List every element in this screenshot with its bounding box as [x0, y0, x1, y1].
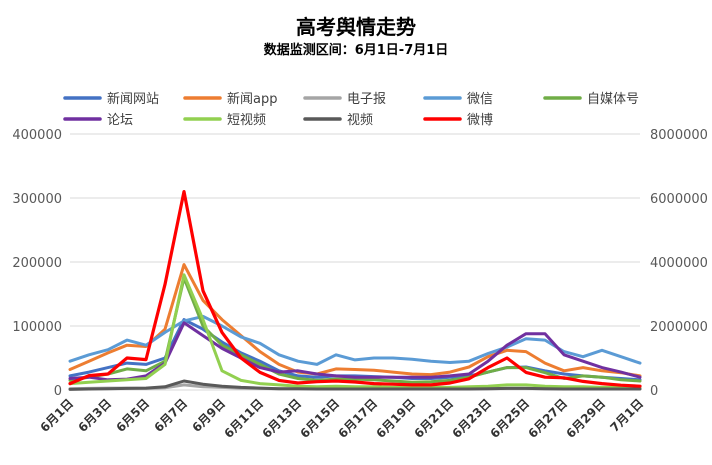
series-line	[68, 314, 642, 366]
gridlines	[70, 133, 640, 391]
legend-label: 新闻app	[227, 91, 277, 107]
x-tick-label: 6月7日	[151, 396, 190, 435]
left-tick-label: 0	[54, 384, 62, 399]
series-line	[68, 273, 642, 390]
legend-label: 微博	[467, 113, 493, 128]
x-tick-label: 6月3日	[75, 396, 114, 435]
x-tick-label: 6月1日	[37, 396, 76, 435]
x-tick-label: 7月1日	[607, 396, 646, 435]
x-tick-label: 6月15日	[298, 396, 343, 441]
series-lines	[68, 190, 642, 391]
right-tick-label: 2000000	[650, 320, 708, 335]
legend-label: 新闻网站	[107, 91, 159, 107]
x-tick-label: 6月29日	[564, 396, 609, 441]
right-tick-label: 4000000	[650, 256, 708, 271]
right-tick-label: 8000000	[650, 128, 708, 143]
legend-label: 自媒体号	[587, 92, 639, 107]
x-tick-label: 6月11日	[222, 396, 267, 441]
series-line	[68, 190, 642, 388]
legend-label: 微信	[467, 92, 493, 107]
right-y-axis: 0 2000000 4000000 6000000 8000000	[650, 128, 708, 399]
legend-label: 电子报	[347, 92, 386, 107]
chart-title: 高考舆情走势	[296, 15, 416, 39]
left-y-axis: 0 100000 200000 300000 400000	[12, 128, 62, 399]
x-tick-label: 6月19日	[374, 396, 419, 441]
x-tick-label: 6月21日	[412, 396, 457, 441]
left-tick-label: 400000	[12, 128, 62, 143]
x-tick-label: 6月25日	[488, 396, 533, 441]
right-tick-label: 6000000	[650, 192, 708, 207]
x-tick-label: 6月17日	[336, 396, 381, 441]
series-line	[68, 263, 642, 378]
legend-label: 视频	[347, 113, 373, 128]
series-line	[68, 379, 642, 391]
left-tick-label: 300000	[12, 192, 62, 207]
x-tick-label: 6月27日	[526, 396, 571, 441]
x-tick-label: 6月5日	[113, 396, 152, 435]
x-tick-label: 6月13日	[260, 396, 305, 441]
x-tick-label: 6月23日	[450, 396, 495, 441]
left-tick-label: 200000	[12, 256, 62, 271]
legend-label: 论坛	[107, 113, 133, 128]
legend-label: 短视频	[227, 113, 266, 128]
right-tick-label: 0	[650, 384, 658, 399]
chart-subtitle: 数据监测区间：6月1日-7月1日	[264, 42, 449, 58]
left-tick-label: 100000	[12, 320, 62, 335]
x-axis: 6月1日 6月3日 6月5日 6月7日 6月9日6月11日6月13日6月15日6月17日…	[37, 396, 646, 441]
